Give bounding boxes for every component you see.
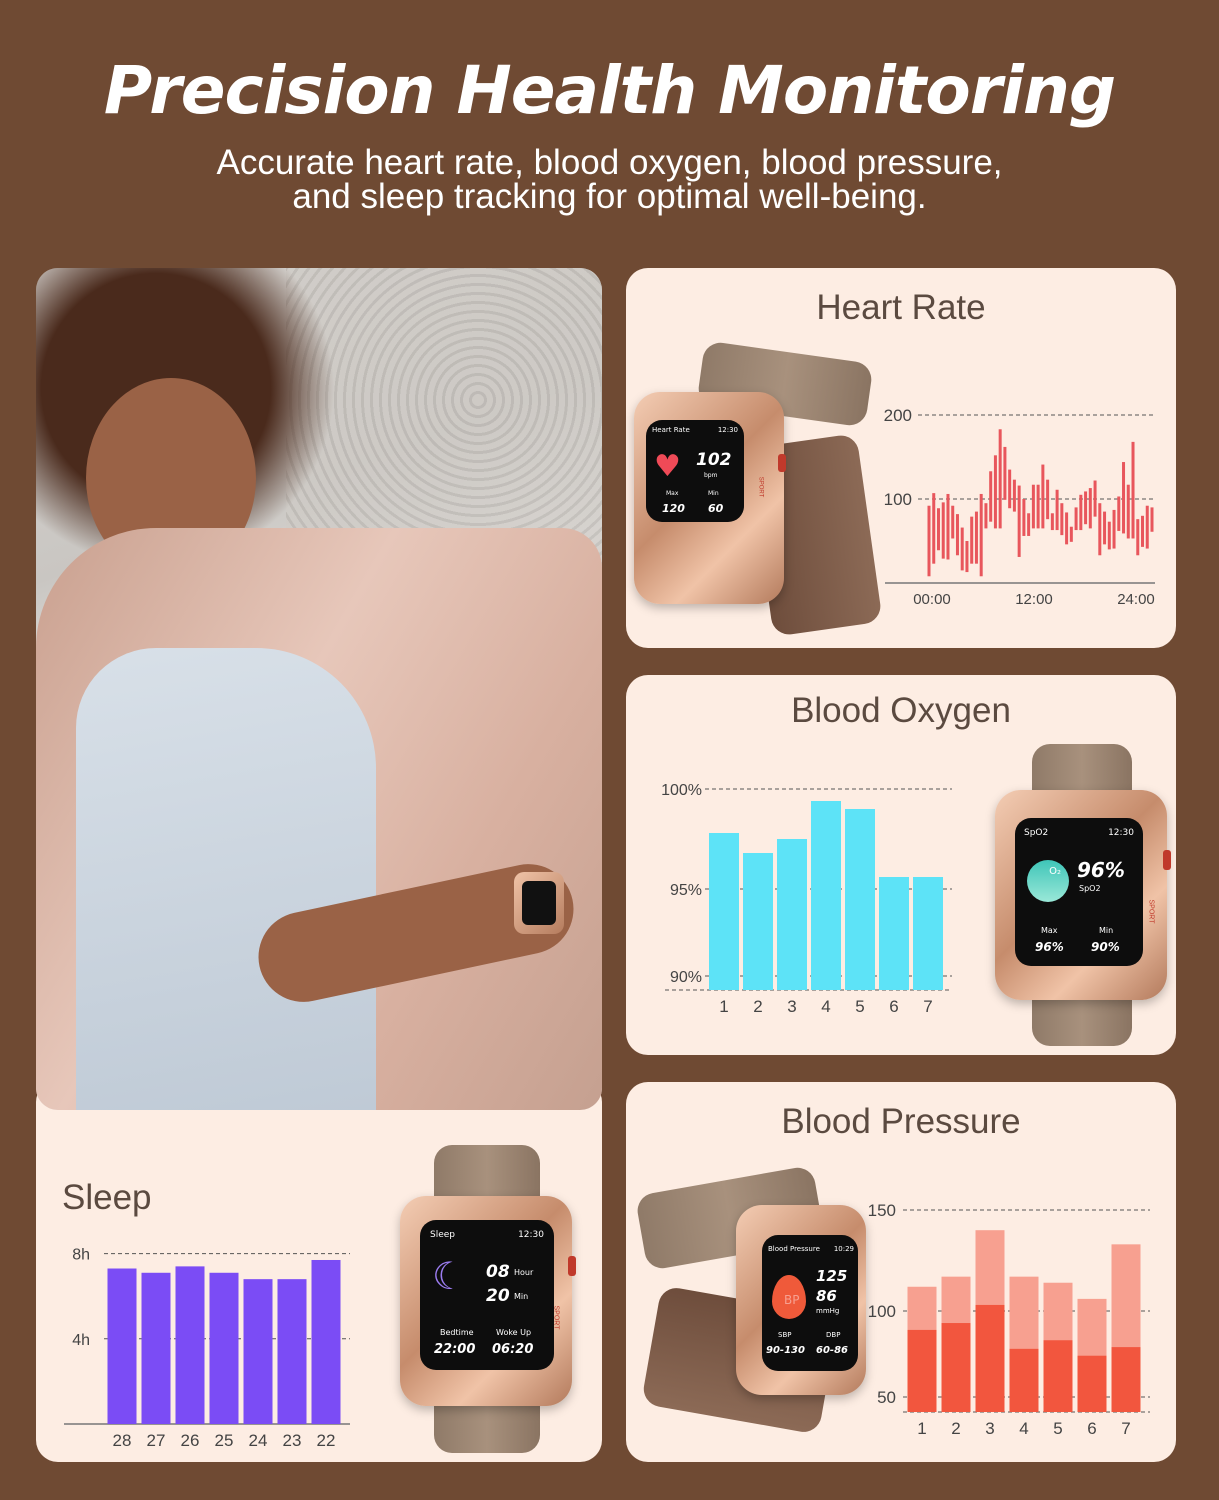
subtitle-line-1: Accurate heart rate, blood oxygen, blood… bbox=[216, 143, 1003, 182]
hours-unit: Hour bbox=[514, 1268, 534, 1277]
spo2-value: 96% bbox=[1077, 858, 1125, 882]
photo-woman-sleeping bbox=[36, 268, 602, 1110]
sbp-label: SBP bbox=[778, 1331, 792, 1339]
sleep-watch: Sleep 12:30 ☾ 08 Hour 20 Min Bedtime 22:… bbox=[400, 1196, 576, 1406]
diastolic-value: 86 bbox=[816, 1287, 837, 1305]
screen-time: 12:30 bbox=[1108, 828, 1134, 838]
heart-rate-unit: bpm bbox=[704, 472, 718, 479]
dbp-label: DBP bbox=[826, 1331, 841, 1339]
sleep-title: Sleep bbox=[62, 1178, 152, 1217]
top bbox=[76, 648, 376, 1110]
crown-button bbox=[568, 1256, 576, 1276]
page-title: Precision Health Monitoring bbox=[103, 52, 1116, 129]
blood-oxygen-title: Blood Oxygen bbox=[791, 691, 1011, 730]
sbp-range: 90-130 bbox=[766, 1345, 805, 1356]
woke-up-label: Woke Up bbox=[496, 1328, 532, 1337]
woke-up-value: 06:20 bbox=[492, 1342, 534, 1357]
max-label: Max bbox=[1041, 926, 1058, 935]
max-value: 120 bbox=[662, 502, 685, 515]
spo2-unit: SpO2 bbox=[1079, 884, 1101, 893]
screen-time: 10:29 bbox=[833, 1245, 854, 1253]
dbp-range: 60-86 bbox=[816, 1345, 848, 1356]
blood-pressure-title: Blood Pressure bbox=[781, 1102, 1021, 1141]
moon-icon: ☾ bbox=[432, 1254, 467, 1298]
screen-title: Sleep bbox=[430, 1230, 456, 1240]
heart-rate-title: Heart Rate bbox=[816, 288, 986, 327]
sport-label: SPORT bbox=[552, 1305, 560, 1330]
watch-screen: Blood Pressure 10:29 BP 125 86 mmHg SBP … bbox=[762, 1235, 858, 1371]
min-value: 90% bbox=[1091, 940, 1120, 954]
max-label: Max bbox=[666, 490, 679, 497]
heart-icon: ♥ bbox=[654, 449, 681, 484]
crown-button bbox=[778, 454, 786, 472]
screen-time: 12:30 bbox=[518, 1230, 544, 1240]
sport-label: SPORT bbox=[757, 476, 764, 498]
o2-icon: O₂ bbox=[1027, 860, 1069, 902]
heart-rate-watch: Heart Rate 12:30 ♥ 102 bpm Max 120 Min 6… bbox=[634, 392, 786, 604]
spo2-watch: SpO2 12:30 O₂ 96% SpO2 Max 96% Min 90% S… bbox=[995, 790, 1171, 1000]
heart-rate-value: 102 bbox=[696, 450, 732, 470]
min-label: Min bbox=[708, 490, 719, 497]
watch-screen: SpO2 12:30 O₂ 96% SpO2 Max 96% Min 90% bbox=[1015, 818, 1143, 966]
watch-screen: Sleep 12:30 ☾ 08 Hour 20 Min Bedtime 22:… bbox=[420, 1220, 554, 1370]
subtitle-line-2: and sleep tracking for optimal well-bein… bbox=[292, 177, 927, 216]
max-value: 96% bbox=[1035, 940, 1064, 954]
bp-unit: mmHg bbox=[816, 1307, 840, 1315]
min-value: 60 bbox=[708, 502, 724, 515]
screen-title: Heart Rate bbox=[652, 426, 690, 434]
bedtime-value: 22:00 bbox=[434, 1342, 476, 1357]
bp-watch: Blood Pressure 10:29 BP 125 86 mmHg SBP … bbox=[736, 1205, 866, 1395]
screen-time: 12:30 bbox=[717, 426, 738, 434]
minutes-unit: Min bbox=[514, 1292, 529, 1301]
screen-title: Blood Pressure bbox=[768, 1245, 820, 1253]
screen-title: SpO2 bbox=[1024, 828, 1049, 838]
sport-label: SPORT bbox=[1147, 899, 1155, 924]
sleep-hours: 08 bbox=[486, 1262, 510, 1282]
bp-drop-icon: BP bbox=[772, 1275, 806, 1319]
sleep-minutes: 20 bbox=[486, 1286, 510, 1306]
wrist-watch bbox=[514, 872, 564, 934]
min-label: Min bbox=[1099, 926, 1114, 935]
crown-button bbox=[1163, 850, 1171, 870]
bedtime-label: Bedtime bbox=[440, 1328, 474, 1337]
systolic-value: 125 bbox=[816, 1267, 848, 1285]
watch-screen: Heart Rate 12:30 ♥ 102 bpm Max 120 Min 6… bbox=[646, 420, 744, 522]
